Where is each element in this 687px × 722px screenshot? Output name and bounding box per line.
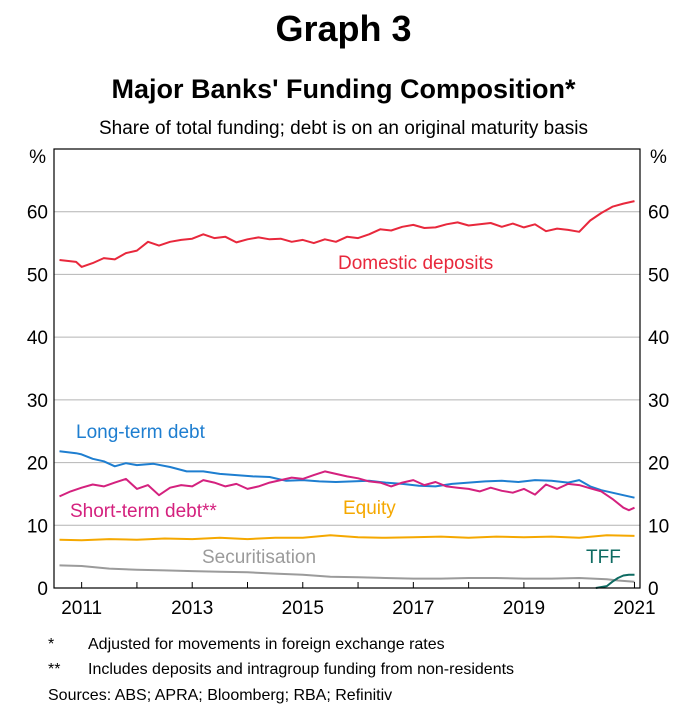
axis-labels: 0 0 10 10 20 20 30 30 40 40 50 50 60 60% % 2011 2013 2015… (27, 147, 669, 619)
series-line-securitisation (59, 564, 635, 583)
sources: Sources: ABS; APRA; Bloomberg; RBA; Refi… (48, 687, 393, 704)
axis-ticks (81, 582, 635, 588)
series-label-short-term-debt: Short-term debt** (70, 501, 217, 522)
series-line-short-term-debt (59, 470, 635, 512)
x-tick-label: 2013 (171, 598, 213, 619)
plot-frame (53, 148, 641, 589)
y-tick-label-left: 50 (27, 265, 48, 286)
y-tick-label-left: 30 (27, 391, 48, 412)
series-line-equity (59, 534, 635, 542)
x-tick-label: 2011 (61, 598, 102, 619)
series-label-tff: TFF (586, 547, 621, 568)
x-tick-label: 2015 (282, 598, 324, 619)
x-tick-label: 2019 (503, 598, 545, 619)
series-lines (59, 200, 635, 589)
series-label-domestic-deposits: Domestic deposits (338, 253, 493, 274)
series-label-securitisation: Securitisation (202, 547, 316, 568)
y-tick-label-left: 40 (27, 328, 48, 349)
y-axis-label-right: % (650, 147, 667, 168)
series-label-long-term-debt: Long-term debt (76, 422, 206, 443)
gridlines (54, 211, 640, 526)
series-line-domestic-deposits (59, 200, 635, 268)
footnote-marker: ** (48, 661, 61, 678)
chart-title: Major Banks' Funding Composition* (111, 74, 576, 104)
x-tick-label: 2021 (613, 598, 655, 619)
y-tick-label-right: 40 (648, 328, 669, 349)
y-tick-label-right: 50 (648, 265, 669, 286)
y-tick-label-right: 30 (648, 391, 669, 412)
y-tick-label-right: 0 (648, 579, 659, 600)
y-tick-label-left: 10 (27, 516, 48, 537)
y-tick-label-right: 20 (648, 454, 669, 475)
y-tick-label-left: 60 (27, 203, 48, 224)
footnote-text: Adjusted for movements in foreign exchan… (88, 636, 445, 653)
y-tick-label-left: 20 (27, 454, 48, 475)
y-tick-label-right: 10 (648, 516, 669, 537)
series-label-equity: Equity (343, 498, 396, 519)
series-annotations: Domestic deposits Long-term debt Short-ter… (70, 253, 621, 568)
x-tick-label: 2017 (392, 598, 434, 619)
footnote-marker: * (48, 636, 55, 653)
series-line-tff (595, 573, 635, 589)
footnote-text: Includes deposits and intragroup funding… (88, 661, 515, 678)
y-tick-label-right: 60 (648, 203, 669, 224)
chart-subtitle: Share of total funding; debt is on an or… (98, 118, 588, 139)
y-tick-label-left: 0 (37, 579, 48, 600)
graph-number: Graph 3 (275, 8, 412, 49)
y-axis-label-left: % (29, 147, 46, 168)
series-line-long-term-debt (59, 450, 635, 499)
